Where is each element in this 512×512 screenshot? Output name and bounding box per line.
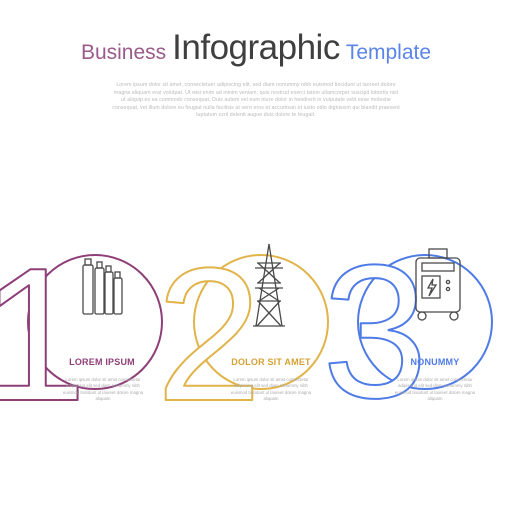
- step-1: 1: [0, 229, 162, 441]
- step-1-number: 1: [0, 229, 87, 441]
- step-3: 3: [322, 226, 492, 438]
- step-2-title: DOLOR SIT AMET: [206, 357, 336, 367]
- battery-pack-icon: [83, 259, 122, 314]
- step-1-description: Lorem ipsum dolor sit amet consectetur a…: [62, 377, 144, 402]
- step-1-title: LOREM IPSUM: [37, 357, 167, 367]
- step-2: 2: [156, 229, 328, 441]
- step-2-description: Lorem ipsum dolor sit amet consectetur a…: [230, 377, 312, 402]
- step-3-description: Lorem ipsum dolor sit amet consectetur a…: [394, 377, 476, 402]
- step-3-title: NONUMMY: [370, 357, 500, 367]
- step-3-number: 3: [322, 226, 428, 438]
- step-2-number: 2: [156, 229, 262, 441]
